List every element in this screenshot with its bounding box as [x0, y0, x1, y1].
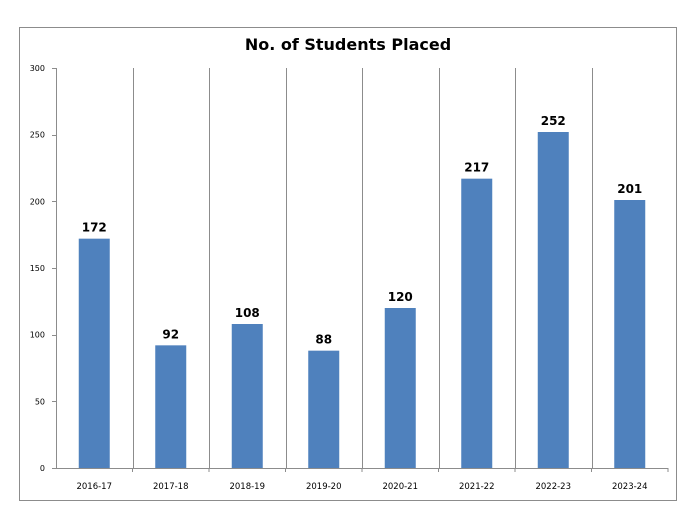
data-label: 201: [617, 182, 642, 196]
data-label: 88: [315, 333, 332, 347]
x-tick-label: 2023-24: [612, 482, 648, 492]
data-label: 172: [82, 221, 107, 235]
data-label: 92: [162, 327, 179, 341]
y-tick-label: 100: [30, 331, 45, 340]
y-axis-ticks: 0 50 100 150 200 250 300: [30, 64, 56, 473]
y-tick-label: 300: [30, 64, 45, 73]
x-tick-label: 2020-21: [382, 482, 418, 492]
x-tick-label: 2017-18: [153, 482, 189, 492]
bar: [78, 238, 110, 468]
x-tick-label: 2019-20: [306, 482, 342, 492]
x-tick-label: 2021-22: [459, 482, 495, 492]
bar: [461, 178, 493, 468]
gridlines: [133, 68, 593, 468]
bar: [155, 345, 187, 468]
y-tick-label: 0: [40, 464, 45, 473]
x-axis-ticks: 2016-17 2017-18 2018-19 2019-20 2020-21 2021-…: [76, 468, 669, 492]
x-tick-label: 2022-23: [535, 482, 571, 492]
data-label: 120: [388, 290, 413, 304]
y-tick-label: 200: [30, 197, 45, 206]
bar: [614, 200, 646, 468]
chart-title: No. of Students Placed: [245, 35, 451, 54]
x-tick-label: 2016-17: [76, 482, 112, 492]
data-label: 108: [235, 306, 260, 320]
y-tick-label: 50: [35, 397, 45, 406]
data-label: 252: [541, 114, 566, 128]
bar: [308, 350, 340, 468]
x-tick-label: 2018-19: [229, 482, 265, 492]
bars: [78, 132, 646, 468]
data-labels: 172 92 108 88 120 217 252 201: [82, 114, 643, 347]
bar: [537, 132, 569, 468]
bar: [231, 324, 263, 468]
y-tick-label: 250: [30, 131, 45, 140]
data-label: 217: [464, 161, 489, 175]
y-tick-label: 150: [30, 264, 45, 273]
bar: [384, 308, 416, 468]
